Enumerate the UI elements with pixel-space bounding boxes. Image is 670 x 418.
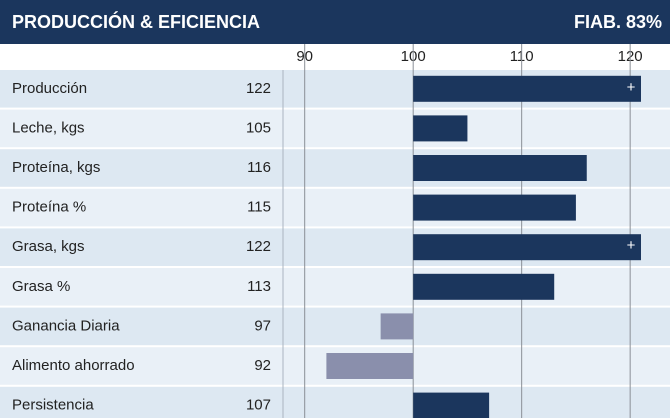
row-background [0, 386, 670, 418]
reliability: FIAB. 83% [574, 12, 662, 32]
value-label: 113 [247, 278, 271, 295]
value-label: 97 [254, 317, 271, 334]
bar [326, 353, 414, 379]
value-label: 116 [247, 159, 271, 176]
bar [413, 273, 555, 300]
bar [413, 392, 490, 418]
category-label: Leche, kgs [12, 119, 85, 136]
row-background [0, 307, 670, 346]
row-background [0, 109, 670, 148]
header-bar [0, 0, 670, 44]
value-label: 115 [247, 199, 271, 216]
category-label: Proteína, kgs [12, 159, 100, 176]
bar [380, 313, 414, 340]
value-label: 92 [254, 357, 271, 374]
category-label: Grasa % [12, 278, 70, 295]
row-background [0, 268, 670, 306]
category-label: Ganancia Diaria [12, 317, 120, 334]
value-label: 107 [246, 397, 271, 414]
overflow-marker: + [627, 79, 636, 96]
bar [413, 115, 468, 142]
value-label: 122 [246, 80, 271, 97]
bar [413, 194, 576, 221]
overflow-marker: + [627, 237, 636, 254]
bars [326, 75, 641, 418]
category-label: Producción [12, 80, 87, 97]
bar [413, 75, 641, 102]
chart-title: PRODUCCIÓN & EFICIENCIA [12, 11, 260, 32]
category-label: Alimento ahorrado [12, 357, 135, 374]
value-label: 122 [246, 238, 271, 255]
category-label: Grasa, kgs [12, 238, 85, 255]
category-label: Proteína % [12, 199, 86, 216]
bar [413, 234, 641, 261]
value-label: 105 [246, 119, 271, 136]
category-label: Persistencia [12, 397, 94, 414]
bar [413, 155, 587, 181]
